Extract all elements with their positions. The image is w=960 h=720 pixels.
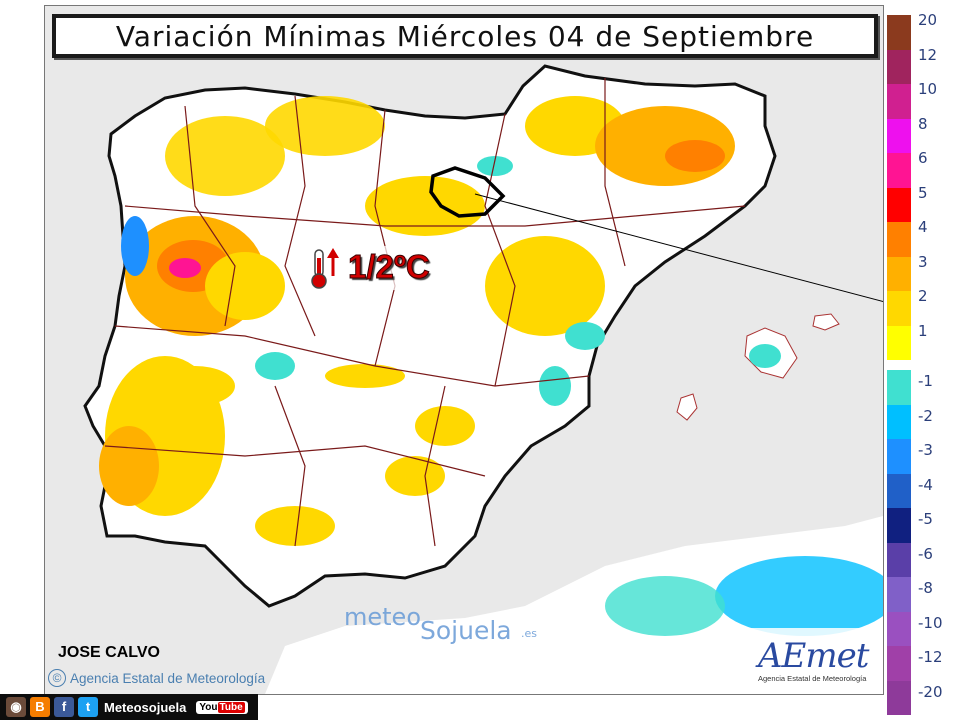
- legend-swatch: [887, 646, 911, 681]
- aemet-logo: AEmet Agencia Estatal de Meteorología: [748, 628, 878, 690]
- aemet-logo-name: AEmet: [758, 636, 869, 676]
- legend-swatch: [887, 370, 911, 405]
- north-africa-land: [265, 516, 883, 694]
- legend-label: -1: [918, 372, 933, 390]
- legend-label: -5: [918, 510, 933, 528]
- legend-label: 3: [918, 252, 928, 271]
- title-box: Variación Mínimas Miércoles 04 de Septie…: [52, 14, 878, 58]
- legend-label: 20: [918, 11, 938, 29]
- watermark-part1: meteo: [344, 603, 422, 631]
- watermark-part2: Sojuela: [420, 616, 512, 645]
- legend-label: 4: [918, 218, 928, 236]
- thermometer-rising-icon: [311, 248, 339, 289]
- legend-swatch: [887, 404, 911, 439]
- map-title: Variación Mínimas Miércoles 04 de Septie…: [115, 19, 815, 53]
- map-panel: [44, 5, 884, 695]
- legend-swatch: [887, 473, 911, 508]
- temperature-annotation: 1/2ºC: [300, 246, 448, 290]
- color-legend: 20 12 10 8 6 5 4 3 2 1 -1 -2 -3 -4 -5 -6 -8 -10 -12 -20: [886, 11, 946, 715]
- legend-label: -8: [918, 579, 933, 597]
- youtube-you-text: You: [199, 701, 218, 713]
- footer-bar: ◉ B f t Meteosojuela You Tube: [0, 694, 258, 720]
- legend-label: 6: [918, 149, 928, 167]
- twitter-icon[interactable]: t: [78, 697, 98, 717]
- legend-swatch: [887, 680, 911, 715]
- footer-label: Meteosojuela: [104, 699, 187, 715]
- legend-swatch: [887, 439, 911, 474]
- ibiza-island: [676, 393, 698, 421]
- agency-credit: Agencia Estatal de Meteorología: [70, 670, 266, 686]
- legend-swatch: [887, 153, 911, 188]
- legend-label: -6: [918, 544, 933, 563]
- legend-swatch: [887, 256, 911, 291]
- watermark-part3: .es: [521, 627, 537, 640]
- youtube-tube-text: Tube: [217, 701, 245, 713]
- la-rioja-outline: [429, 166, 506, 218]
- aemet-logo-subtitle: Agencia Estatal de Meteorología: [758, 674, 867, 683]
- legend-label: 8: [918, 114, 928, 133]
- legend-label: -4: [918, 475, 933, 494]
- legend-swatch: [887, 84, 911, 119]
- youtube-icon[interactable]: You Tube: [196, 700, 248, 714]
- blogger-icon[interactable]: B: [30, 697, 50, 717]
- legend-swatch: [887, 187, 911, 222]
- instagram-icon[interactable]: ◉: [6, 697, 26, 717]
- legend-swatch: [887, 15, 911, 50]
- legend-label: 5: [918, 183, 928, 202]
- leader-line: [474, 193, 883, 302]
- legend-label: 2: [918, 287, 928, 305]
- legend-swatch: [887, 325, 911, 360]
- anomaly-patches: [99, 96, 883, 636]
- legend-label: 10: [918, 80, 938, 98]
- legend-label: -3: [918, 441, 933, 459]
- legend-swatch: [887, 222, 911, 257]
- legend-swatch: [887, 577, 911, 612]
- legend-label: 1: [918, 321, 928, 340]
- legend-swatch: [887, 118, 911, 153]
- author-name: JOSE CALVO: [58, 644, 160, 661]
- facebook-icon[interactable]: f: [54, 697, 74, 717]
- legend-label: -20: [918, 682, 943, 701]
- watermark: meteo Sojuela .es: [344, 603, 537, 645]
- map-svg: [83, 64, 883, 694]
- legend-swatch: [887, 542, 911, 577]
- legend-swatch: [887, 508, 911, 543]
- annotation-text: 1/2ºC: [348, 248, 431, 286]
- legend-label: 12: [918, 45, 938, 64]
- legend-swatch: [887, 611, 911, 646]
- menorca-island: [812, 313, 840, 331]
- legend-swatch: [887, 49, 911, 84]
- legend-label: -10: [918, 613, 943, 632]
- legend-label: -2: [918, 406, 933, 425]
- legend-swatch: [887, 291, 911, 326]
- legend-label: -12: [918, 648, 943, 666]
- copyright-icon: ©: [48, 669, 66, 687]
- agency-credit-line: © Agencia Estatal de Meteorología: [48, 669, 265, 687]
